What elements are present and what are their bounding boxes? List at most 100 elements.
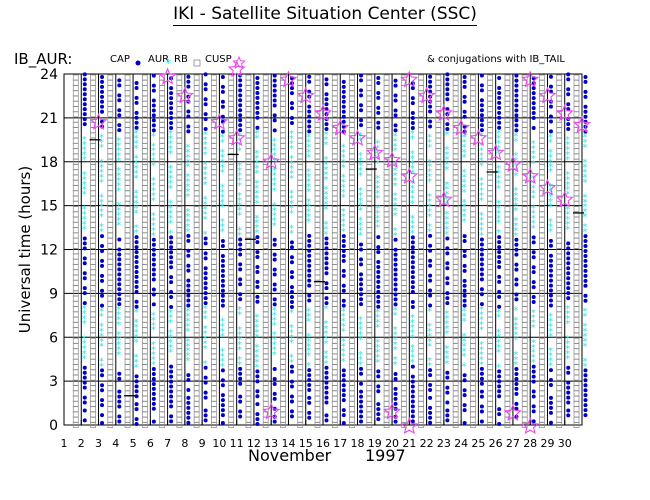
aur-marker: * <box>513 186 518 197</box>
cap-marker <box>393 98 398 103</box>
cap-marker <box>117 83 122 88</box>
rb-marker <box>366 232 373 239</box>
rb-marker <box>107 358 114 365</box>
cap-marker <box>255 90 260 95</box>
rb-marker <box>245 337 252 344</box>
rb-marker <box>504 179 511 186</box>
rb-marker <box>521 111 528 118</box>
rb-marker <box>504 206 511 212</box>
rb-marker <box>72 237 79 244</box>
rb-marker <box>383 258 390 265</box>
rb-marker <box>90 169 96 176</box>
rb-marker <box>72 185 79 191</box>
cap-marker <box>220 278 225 283</box>
rb-marker <box>331 179 338 186</box>
rb-marker <box>539 327 545 334</box>
cap-marker <box>151 292 156 297</box>
cap-marker <box>410 270 415 275</box>
rb-marker <box>487 258 494 265</box>
cap-marker <box>497 100 502 105</box>
rb-marker <box>314 253 321 260</box>
cusp-marker <box>383 402 402 420</box>
aur-marker: * <box>496 313 501 324</box>
aur-marker: * <box>168 308 173 319</box>
rb-marker <box>418 301 424 307</box>
y-tick-label: 0 <box>49 418 58 434</box>
rb-marker <box>556 243 563 249</box>
rb-marker <box>262 232 269 239</box>
rb-marker <box>383 322 390 328</box>
aur-marker: * <box>134 318 139 329</box>
aur-marker: * <box>134 223 139 234</box>
cap-marker <box>100 263 105 268</box>
rb-marker <box>193 301 200 307</box>
rb-marker <box>418 311 424 318</box>
rb-marker <box>452 337 459 344</box>
aur-marker: * <box>116 166 121 177</box>
rb-marker <box>400 348 407 355</box>
rb-marker <box>539 164 545 170</box>
rb-marker <box>435 322 442 328</box>
rb-marker <box>280 222 286 228</box>
cap-marker <box>220 273 225 278</box>
rb-marker <box>383 237 390 244</box>
rb-marker <box>124 143 131 149</box>
cap-marker <box>324 236 329 241</box>
cap-marker <box>100 398 105 403</box>
rb-marker <box>521 185 528 191</box>
rb-marker <box>72 206 79 212</box>
aur-marker: * <box>82 205 87 216</box>
cap-marker <box>307 233 312 238</box>
cap-marker <box>289 101 294 106</box>
cap-marker <box>169 86 174 91</box>
rb-marker <box>297 190 304 197</box>
rb-marker <box>400 143 407 149</box>
rb-marker <box>573 227 580 234</box>
rb-marker <box>556 390 563 397</box>
cap-marker <box>134 374 139 379</box>
x-tick-label: 15 <box>299 437 313 450</box>
rb-marker <box>297 237 304 244</box>
rb-marker <box>504 369 511 376</box>
cusp-marker <box>158 67 177 85</box>
cap-marker <box>359 399 364 404</box>
rb-marker <box>228 227 235 234</box>
rb-marker <box>159 301 165 307</box>
aur-marker: * <box>306 147 311 158</box>
aur-marker: * <box>203 140 208 151</box>
rb-marker <box>435 348 442 355</box>
rb-marker <box>228 316 235 323</box>
cap-marker <box>376 95 381 100</box>
rb-marker <box>556 327 563 334</box>
cap-marker <box>376 105 381 110</box>
rb-marker <box>245 264 252 270</box>
rb-marker <box>383 279 390 286</box>
aur-marker: * <box>324 334 329 345</box>
rb-marker <box>452 232 459 239</box>
aur-marker: * <box>444 309 449 320</box>
rb-marker <box>521 306 528 313</box>
aur-marker: * <box>479 191 484 202</box>
cap-marker <box>359 297 364 302</box>
aur-marker: * <box>462 212 467 223</box>
rb-marker <box>573 395 580 402</box>
rb-marker <box>400 316 407 323</box>
aur-marker: * <box>531 218 536 229</box>
rb-marker <box>193 227 200 234</box>
rb-marker <box>470 127 476 134</box>
rb-marker <box>435 153 442 160</box>
rb-marker <box>297 222 304 228</box>
rb-marker <box>539 179 545 186</box>
rb-marker <box>435 95 442 102</box>
rb-marker <box>124 337 131 344</box>
x-tick-label: 26 <box>489 437 503 450</box>
cap-marker <box>100 248 105 253</box>
aur-marker: * <box>479 320 484 331</box>
cap-marker <box>531 106 536 111</box>
rb-marker <box>452 301 459 307</box>
rb-marker <box>400 395 407 402</box>
rb-marker <box>90 222 96 228</box>
aur-marker: * <box>583 172 588 183</box>
cap-marker <box>134 284 139 289</box>
rb-marker <box>400 211 407 218</box>
